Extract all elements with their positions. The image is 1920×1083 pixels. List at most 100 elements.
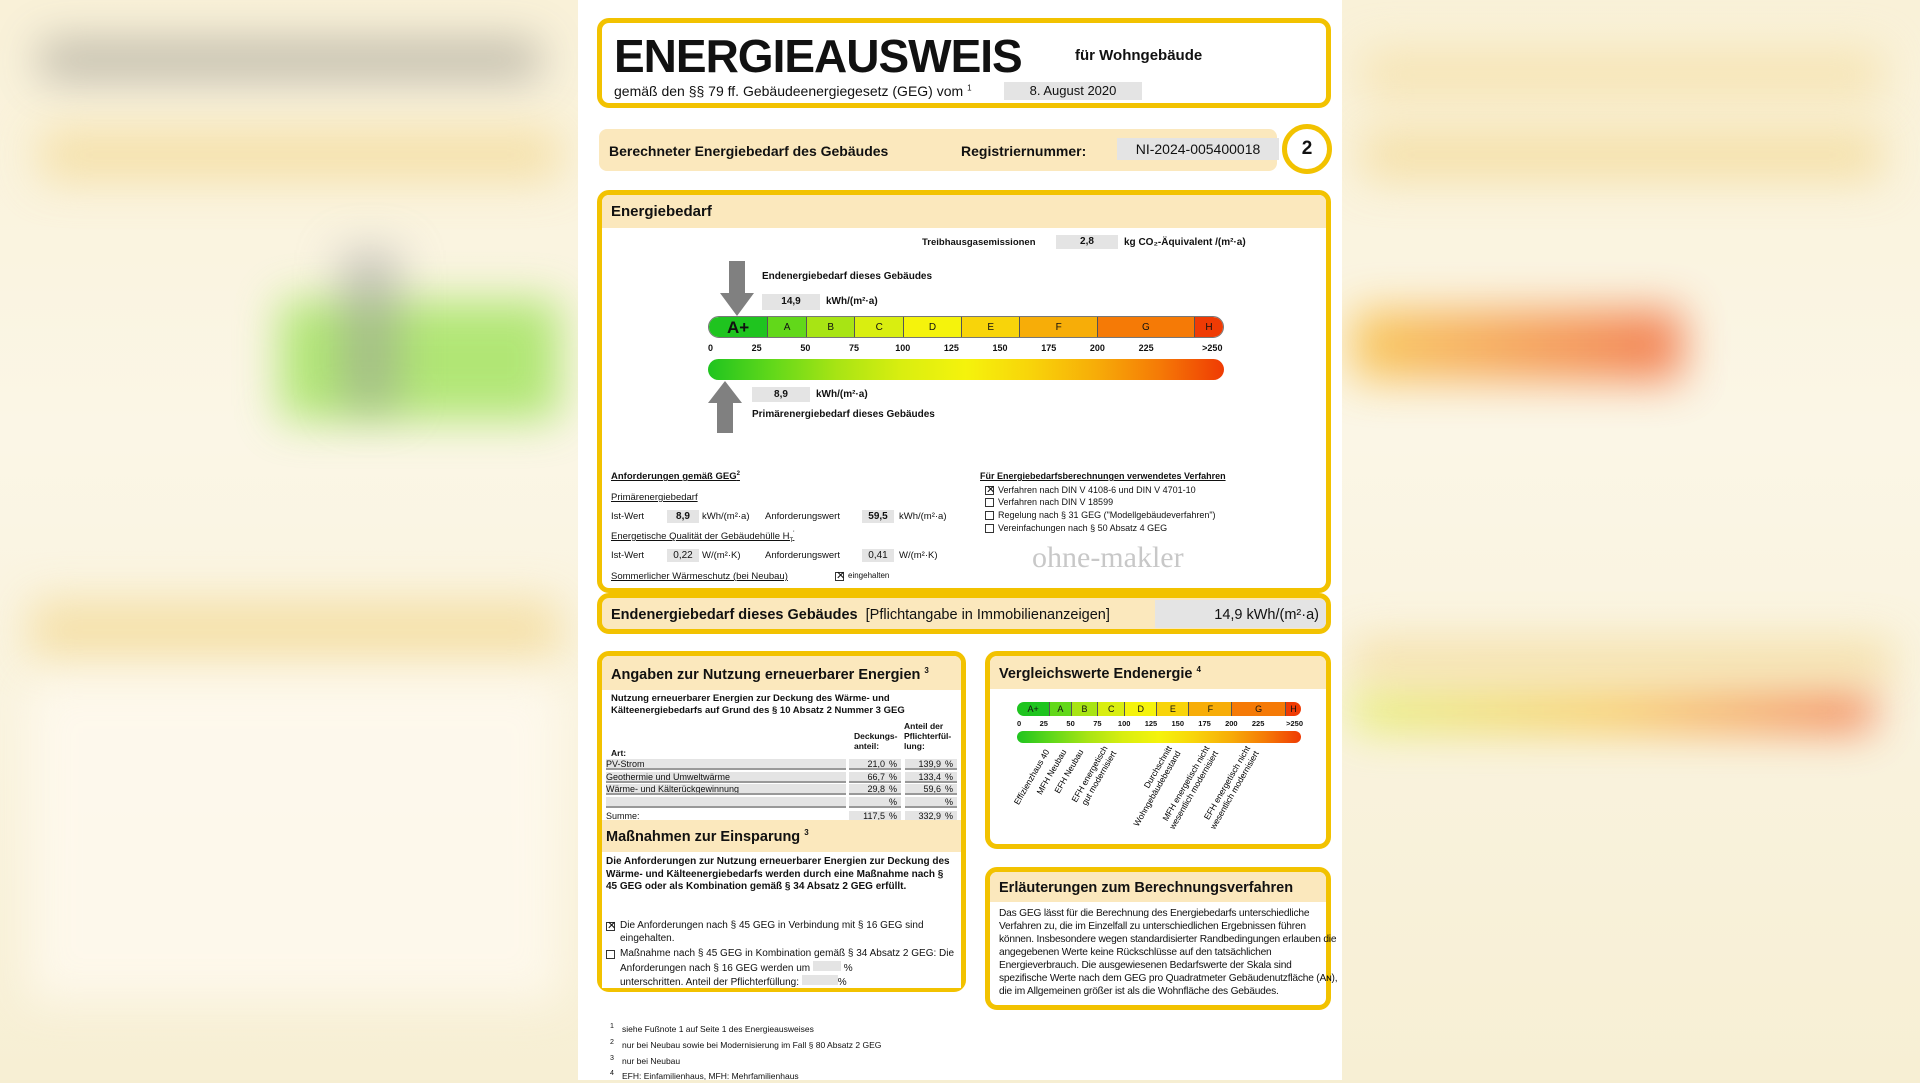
primary-energy-requirement-label: Primärenergiebedarf <box>611 492 698 503</box>
method-checkbox <box>985 486 994 495</box>
footnote: 1 siehe Fußnote 1 auf Seite 1 des Energie… <box>610 1022 814 1034</box>
energy-class-c: C <box>1097 702 1125 716</box>
envelope-quality-label: Energetische Qualität der Gebäudehülle H… <box>611 531 795 545</box>
explanation-title: Erläuterungen zum Berechnungsverfahren <box>999 880 1294 896</box>
method-checkbox <box>985 511 994 520</box>
energy-class-h: H <box>1284 702 1301 716</box>
percent-sign: % <box>889 784 898 794</box>
requirements-title: Anforderungen gemäß GEG2 <box>611 471 740 483</box>
final-energy-arrow-icon <box>720 261 754 316</box>
scale-tick-label: 25 <box>751 343 762 353</box>
envelope-requirement-unit: W/(m²·K) <box>899 550 938 561</box>
scale-tick-label: 150 <box>992 343 1008 353</box>
footnote: 4 EFH: Einfamilienhaus, MFH: Mehrfamilien… <box>610 1069 799 1082</box>
column-art: Art: <box>611 748 627 758</box>
scale-tick-label: >250 <box>1202 343 1223 353</box>
energy-class-f: F <box>1188 702 1232 716</box>
primary-actual-value: 8,9 <box>667 510 699 523</box>
energy-demand-title: Energiebedarf <box>611 203 712 220</box>
summer-protection-checkbox <box>835 572 844 581</box>
energy-class-a: A <box>1049 702 1071 716</box>
comparison-class-scale: A+ A B C D E F G H <box>1017 702 1301 716</box>
energy-class-b: B <box>1070 702 1098 716</box>
scale-tick-label: 200 <box>1225 719 1238 728</box>
section-bar: Berechneter Energiebedarf des Gebäudes R… <box>599 129 1279 171</box>
law-reference: gemäß den §§ 79 ff. Gebäudeenergiegesetz… <box>614 83 972 99</box>
certificate-subtitle: für Wohngebäude <box>1075 47 1203 64</box>
percent-sign: % <box>889 771 898 782</box>
percent-sign: % <box>945 811 954 821</box>
table-row: Geothermie und Umweltwärme 66,7 % 133,4 … <box>606 771 961 783</box>
measure-option-1: Die Anforderungen nach § 45 GEG in Verbi… <box>620 920 924 944</box>
scale-tick-label: 125 <box>1144 719 1158 728</box>
registration-label: Registriernummer: <box>961 143 1087 159</box>
scale-tick-label: 100 <box>1117 719 1131 728</box>
blurred-background-right <box>1342 0 1920 1080</box>
scale-tick-label: 75 <box>849 343 860 353</box>
actual-value-label: Ist-Wert <box>611 511 645 522</box>
primary-requirement-value: 59,5 <box>862 510 894 523</box>
footnote: 3 nur bei Neubau <box>610 1053 681 1066</box>
energy-class-a-plus: A+ <box>1017 702 1050 716</box>
cell-art <box>606 796 846 808</box>
requirement-value-label: Anforderungswert <box>765 511 840 522</box>
primary-energy-value: 8,9 <box>752 387 810 402</box>
energy-class-e: E <box>961 317 1020 337</box>
percent-sign: % <box>889 796 898 807</box>
method-checkbox <box>985 524 994 533</box>
percent-sign: % <box>889 811 898 821</box>
method-title: Für Energiebedarfsberechnungen verwendet… <box>980 471 1226 481</box>
scale-tick-label: 50 <box>800 343 811 353</box>
summer-protection-value: eingehalten <box>848 571 890 580</box>
energy-class-scale: A+ A B C D E F G H <box>708 316 1224 338</box>
scale-tick-label: 0 <box>1017 719 1022 728</box>
scale-tick-label: 150 <box>1171 719 1185 728</box>
primary-requirement-unit: kWh/(m²·a) <box>899 511 947 522</box>
law-date: 8. August 2020 <box>1004 82 1142 100</box>
final-energy-label: Endenergiebedarf dieses Gebäudes <box>762 271 933 282</box>
energy-class-a-plus: A+ <box>709 317 768 337</box>
calculation-explanation-section: Erläuterungen zum Berechnungsverfahren D… <box>985 867 1338 1010</box>
column-obligation-share: Anteil der Pflichterfül-lung: <box>904 721 952 751</box>
measure-option-checkbox[interactable] <box>606 922 615 931</box>
renewable-subtitle: Nutzung erneuerbarer Energien zur Deckun… <box>611 693 905 716</box>
ghg-value: 2,8 <box>1056 235 1118 249</box>
scale-tick-label: 200 <box>1089 343 1105 353</box>
table-row: % % <box>606 796 961 808</box>
primary-energy-label: Primärenergiebedarf dieses Gebäudes <box>752 409 935 420</box>
cell-art: PV-Strom <box>606 759 846 770</box>
watermark: ohne-makler <box>1032 541 1184 574</box>
energy-class-f: F <box>1019 317 1097 337</box>
footnote: 2 nur bei Neubau sowie bei Modernisierung… <box>610 1037 882 1050</box>
energy-class-h: H <box>1193 317 1223 337</box>
certificate-title: ENERGIEAUSWEIS <box>614 30 1023 82</box>
cell-coverage: 66,7 <box>849 771 901 783</box>
cell-obligation: 133,4 <box>905 771 957 783</box>
comparison-values-section: Vergleichswerte Endenergie 4 A+ A B C D E F G H … <box>985 651 1331 849</box>
energy-class-g: G <box>1231 702 1285 716</box>
scale-tick-label: 225 <box>1251 719 1265 728</box>
explanation-text: Das GEG lässt für die Berechnung des Ene… <box>999 908 1338 997</box>
ghg-label: Treibhausgasemissionen <box>922 237 1036 248</box>
column-coverage: Deckungs-anteil: <box>854 731 898 751</box>
energy-class-a: A <box>767 317 806 337</box>
cell-coverage <box>849 796 901 808</box>
scale-tick-label: 225 <box>1138 343 1154 353</box>
section-label: Berechneter Energiebedarf des Gebäudes <box>609 143 889 159</box>
energy-scale-ticks: 0 25 50 75 100 125 150 175 200 225 >250 <box>708 343 1224 355</box>
scale-tick-label: 125 <box>943 343 959 353</box>
cell-art: Geothermie und Umweltwärme <box>606 771 846 783</box>
percent-sign: % <box>945 759 954 769</box>
energy-class-g: G <box>1096 317 1194 337</box>
registration-number: NI-2024-005400018 <box>1117 138 1279 160</box>
savings-measures-section: Maßnahmen zur Einsparung 3 Die Anforderu… <box>602 820 961 988</box>
scale-tick-label: 175 <box>1198 719 1211 728</box>
page-number-badge: 2 <box>1282 124 1332 174</box>
final-energy-summary-value: 14,9 kWh/(m²·a) <box>1155 600 1326 628</box>
footnotes: 1 siehe Fußnote 1 auf Seite 1 des Energie… <box>610 1020 881 1083</box>
scale-tick-label: 100 <box>895 343 911 353</box>
cell-obligation: 59,6 <box>905 784 957 795</box>
measures-title: Maßnahmen zur Einsparung 3 <box>606 828 809 845</box>
method-option: Vereinfachungen nach § 50 Absatz 4 GEG <box>998 523 1168 533</box>
measure-option-checkbox[interactable] <box>606 950 615 959</box>
